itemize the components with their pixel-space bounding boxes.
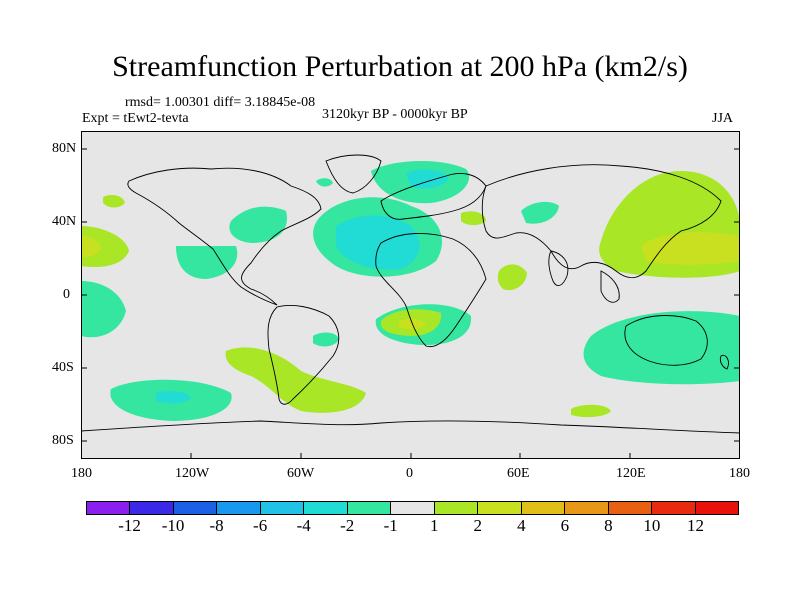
lon-label-180e: 180	[729, 466, 750, 481]
australia-low	[583, 311, 740, 385]
chart-title: Streamfunction Perturbation at 200 hPa (…	[112, 50, 688, 83]
colorbar-label: 8	[604, 516, 613, 535]
lat-label-80s: 80S	[52, 433, 74, 448]
lon-label-0: 0	[406, 466, 413, 481]
colorbar-segment	[173, 501, 218, 515]
se-asia-outline	[600, 270, 620, 303]
colorbar-label: 12	[686, 516, 704, 535]
colorbar-label: 4	[517, 516, 526, 535]
s-atlantic-small	[313, 332, 339, 347]
colorbar-label: -4	[296, 516, 311, 535]
lat-label-80n: 80N	[52, 141, 77, 156]
indian-ocean-high	[571, 404, 611, 418]
colorbar-label: 1	[430, 516, 439, 535]
scandinavia-low-core	[406, 169, 449, 189]
e-europe-low	[521, 201, 559, 224]
colorbar-label: 2	[473, 516, 483, 535]
asia-outline	[481, 164, 722, 279]
lat-label-40n: 40N	[52, 214, 77, 229]
streamfunction-map	[81, 131, 740, 459]
colorbar-segment	[695, 501, 740, 515]
greenland-outline	[325, 154, 382, 194]
colorbar-segment	[260, 501, 305, 515]
india-outline	[548, 250, 569, 287]
map-frame	[81, 131, 740, 459]
experiment-label: Expt = tEwt2-tevta	[82, 111, 189, 126]
w-pacific-high-core	[81, 236, 101, 258]
south-america-outline	[267, 305, 340, 405]
lon-label-60w: 60W	[287, 466, 315, 481]
africa-outline	[375, 232, 487, 348]
tropical-pacific-low	[176, 246, 238, 279]
s-america-high	[225, 347, 366, 413]
w-pacific-low	[81, 281, 126, 338]
mediterranean-high	[461, 211, 486, 226]
antarctica-outline	[81, 420, 740, 434]
colorbar-segment	[130, 501, 174, 515]
w-pacific-high	[81, 226, 129, 268]
colorbar-label: -12	[118, 516, 141, 535]
colorbar-segment	[565, 501, 609, 515]
europe-outline	[380, 173, 487, 220]
colorbar-label: -6	[253, 516, 268, 535]
colorbar-label: -10	[161, 516, 185, 535]
colorbar-segment	[347, 501, 392, 515]
colorbar-segment	[521, 501, 566, 515]
colorbar-segment	[217, 501, 261, 515]
colorbar-segment	[86, 501, 131, 515]
stats-text: rmsd= 1.00301 diff= 3.18845e-08	[125, 95, 316, 110]
colorbar-segment	[304, 501, 348, 515]
colorbar-segment	[608, 501, 653, 515]
lat-label-40s: 40S	[52, 360, 74, 375]
arctic-small	[316, 178, 333, 187]
positive-contours	[81, 171, 740, 418]
australia-outline	[624, 315, 708, 366]
coastlines	[81, 154, 740, 434]
period-label: 3120kyr BP - 0000kyr BP	[322, 107, 468, 122]
n-pacific-small	[103, 195, 125, 208]
colorbar-segment	[391, 501, 435, 515]
colorbar-label: 6	[560, 516, 570, 535]
colorbar-segment	[652, 501, 696, 515]
lat-label-0: 0	[63, 287, 70, 302]
s-pacific-low-core	[156, 390, 191, 404]
season-label: JJA	[712, 111, 734, 126]
arabia-high	[497, 264, 527, 291]
lon-label-120e: 120E	[616, 466, 646, 481]
negative-contours	[81, 160, 740, 421]
lon-label-60e: 60E	[507, 466, 530, 481]
lon-label-120w: 120W	[175, 466, 210, 481]
colorbar-label: -1	[383, 516, 398, 535]
colorbar-label: 10	[643, 516, 661, 535]
n-america-low	[229, 206, 287, 243]
colorbar	[86, 501, 740, 515]
colorbar-segment	[434, 501, 479, 515]
lon-label-180w: 180	[71, 466, 92, 481]
colorbar-segment	[478, 501, 522, 515]
colorbar-label: -2	[340, 516, 355, 535]
n-atlantic-low-core	[336, 215, 420, 270]
e-asia-high-core	[641, 232, 740, 265]
new-zealand-outline	[719, 354, 729, 370]
colorbar-label: -8	[209, 516, 224, 535]
north-america-outline	[127, 167, 322, 306]
